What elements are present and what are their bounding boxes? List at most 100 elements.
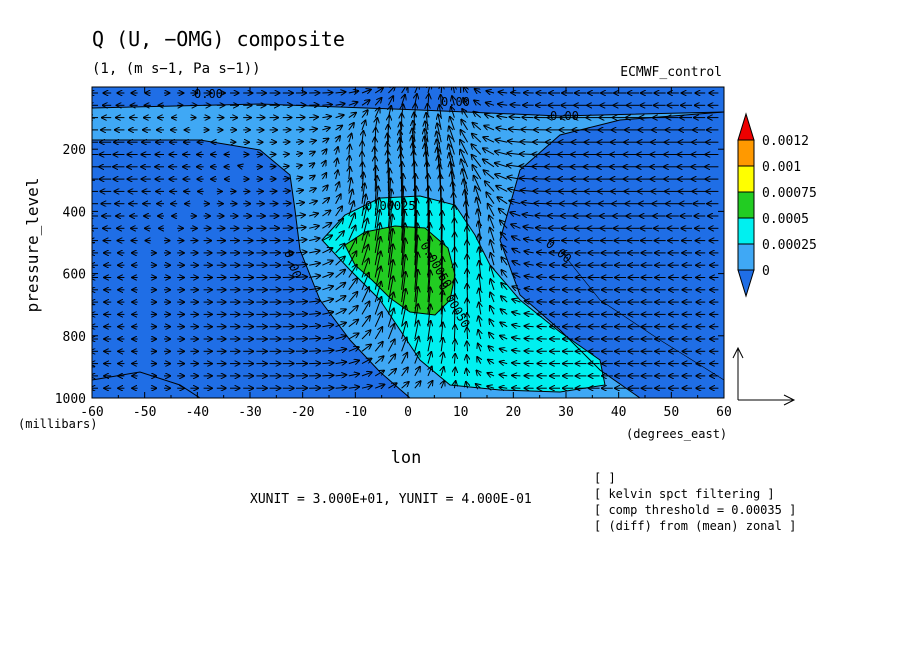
- vector-arrow: [499, 209, 508, 217]
- note-line: [ ]: [594, 471, 616, 485]
- vector-arrow: [536, 228, 547, 229]
- vector-arrow: [501, 245, 508, 254]
- vector-arrow: [512, 312, 521, 314]
- vector-arrow: [335, 323, 346, 327]
- colorbar-bottom-triangle: [737, 269, 755, 298]
- vector-arrow: [388, 383, 396, 389]
- vector-arrow: [496, 186, 508, 192]
- vector-arrow: [349, 134, 352, 143]
- vector-arrow: [523, 215, 534, 217]
- filter-notes: [ ] [ kelvin spct filtering ] [ comp thr…: [594, 471, 796, 533]
- vector-arrow: [335, 206, 343, 217]
- vector-arrow: [475, 89, 482, 93]
- vector-arrow: [309, 251, 320, 253]
- vector-arrow: [387, 309, 393, 327]
- vector-arrow: [510, 117, 521, 118]
- vector-arrow: [483, 148, 495, 155]
- vector-arrow: [499, 92, 508, 93]
- vector-arrow: [428, 381, 433, 389]
- vector-arrow: [361, 359, 371, 365]
- vector-arrow: [497, 116, 508, 118]
- vector-arrow: [309, 351, 320, 352]
- vector-arrow: [501, 233, 508, 241]
- vector-arrow: [509, 201, 521, 204]
- vector-arrow: [309, 226, 319, 229]
- x-tick-label: 40: [611, 405, 627, 420]
- vector-arrow: [361, 345, 371, 352]
- vector-arrow: [295, 142, 303, 143]
- colorbar-label: 0.00025: [762, 238, 817, 253]
- y-axis: 200 400 600 800 1000: [55, 117, 724, 407]
- vector-arrow: [495, 151, 508, 154]
- vector-arrow: [348, 123, 354, 131]
- vector-arrow: [537, 240, 547, 241]
- vector-arrow: [348, 201, 354, 217]
- vector-arrow: [295, 227, 306, 228]
- y-tick-label: 200: [63, 143, 86, 158]
- vector-arrow: [309, 288, 320, 290]
- vector-arrow: [454, 340, 455, 352]
- x-tick-label: -10: [344, 405, 367, 420]
- vector-arrow: [453, 87, 454, 94]
- vector-arrow: [415, 211, 417, 253]
- vector-arrow: [322, 223, 331, 229]
- vector-arrow: [454, 325, 455, 340]
- vector-arrow: [441, 95, 442, 106]
- vector-arrow: [322, 363, 333, 364]
- vector-arrow: [512, 350, 521, 351]
- vector-arrow: [522, 202, 534, 203]
- vector-arrow: [361, 273, 369, 290]
- vector-arrow: [309, 238, 319, 240]
- vector-arrow: [474, 100, 482, 105]
- vector-arrow: [361, 330, 371, 340]
- vector-scale-text: XUNIT = 3.000E+01, YUNIT = 4.000E-01: [250, 492, 532, 507]
- x-tick-label: -60: [80, 405, 103, 420]
- vector-arrow: [490, 240, 494, 254]
- vector-arrow: [348, 238, 356, 254]
- vector-arrow: [335, 375, 347, 376]
- vector-arrow: [460, 140, 469, 155]
- vector-arrow: [478, 344, 481, 352]
- y-tick-label: 600: [63, 268, 86, 283]
- vector-arrow: [309, 326, 320, 327]
- vector-arrow: [512, 299, 521, 302]
- contour-line: [92, 371, 201, 398]
- vector-arrow: [452, 96, 454, 106]
- x-tick-label: 0: [404, 405, 412, 420]
- vector-arrow: [322, 185, 327, 192]
- wind-vectors: [92, 87, 719, 389]
- vector-arrow: [512, 325, 521, 327]
- vector-arrow: [466, 382, 468, 389]
- vector-arrow: [335, 270, 346, 278]
- vector-arrow: [387, 96, 393, 106]
- vector-arrow: [428, 211, 430, 253]
- vector-arrow: [295, 240, 306, 241]
- vector-arrow: [295, 277, 307, 278]
- vector-arrow: [524, 251, 534, 253]
- vector-arrow: [348, 213, 355, 229]
- vector-arrow: [348, 333, 359, 340]
- vector-arrow: [295, 190, 303, 191]
- vector-arrow: [486, 91, 495, 93]
- vector-arrow: [309, 301, 320, 302]
- chart-title: Q (U, −OMG) composite: [92, 27, 345, 51]
- x-tick-label: -50: [133, 405, 156, 420]
- vector-arrow: [441, 338, 443, 352]
- colorbar-swatch: [737, 217, 755, 245]
- colorbar-swatch: [737, 191, 755, 219]
- vector-arrow: [295, 289, 307, 290]
- vector-arrow: [415, 104, 416, 118]
- vector-arrow: [238, 166, 243, 167]
- vector-arrow: [441, 381, 444, 389]
- vector-arrow: [497, 197, 508, 205]
- vector-arrow: [309, 276, 320, 278]
- vector-arrow: [472, 155, 482, 168]
- vector-arrow: [450, 117, 455, 131]
- vector-arrow: [374, 88, 383, 94]
- vector-arrow: [495, 163, 508, 168]
- vector-arrow: [309, 141, 316, 143]
- vector-arrow: [322, 299, 333, 302]
- vector-arrow: [361, 316, 370, 327]
- vector-arrow: [537, 252, 547, 253]
- vector-arrow: [501, 283, 508, 291]
